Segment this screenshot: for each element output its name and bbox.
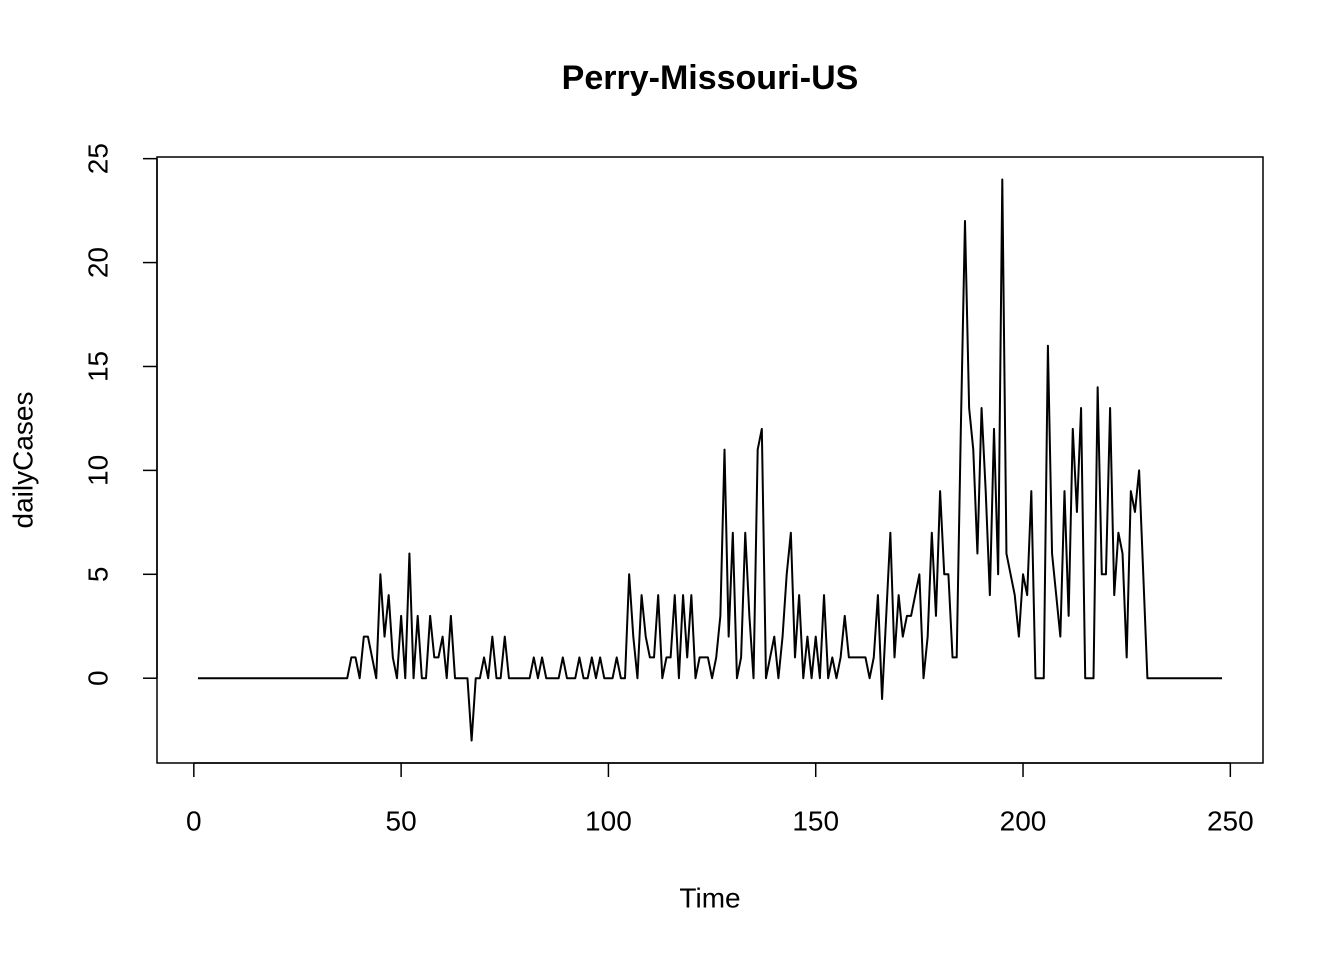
x-tick-label: 150 <box>792 805 839 836</box>
x-tick-label: 100 <box>585 805 632 836</box>
y-tick-label: 20 <box>82 247 113 278</box>
data-line <box>197 178 1223 742</box>
y-tick-label: 15 <box>82 351 113 382</box>
x-tick-label: 50 <box>386 805 417 836</box>
y-tick-label: 10 <box>82 455 113 486</box>
y-tick-label: 25 <box>82 143 113 174</box>
x-axis-label: Time <box>679 882 740 913</box>
y-tick-label: 0 <box>82 670 113 686</box>
y-axis-label: dailyCases <box>7 392 38 529</box>
x-tick-label: 0 <box>186 805 202 836</box>
x-tick-label: 250 <box>1207 805 1254 836</box>
chart-title: Perry-Missouri-US <box>562 59 859 97</box>
y-tick-label: 5 <box>82 567 113 583</box>
x-tick-label: 200 <box>1000 805 1047 836</box>
